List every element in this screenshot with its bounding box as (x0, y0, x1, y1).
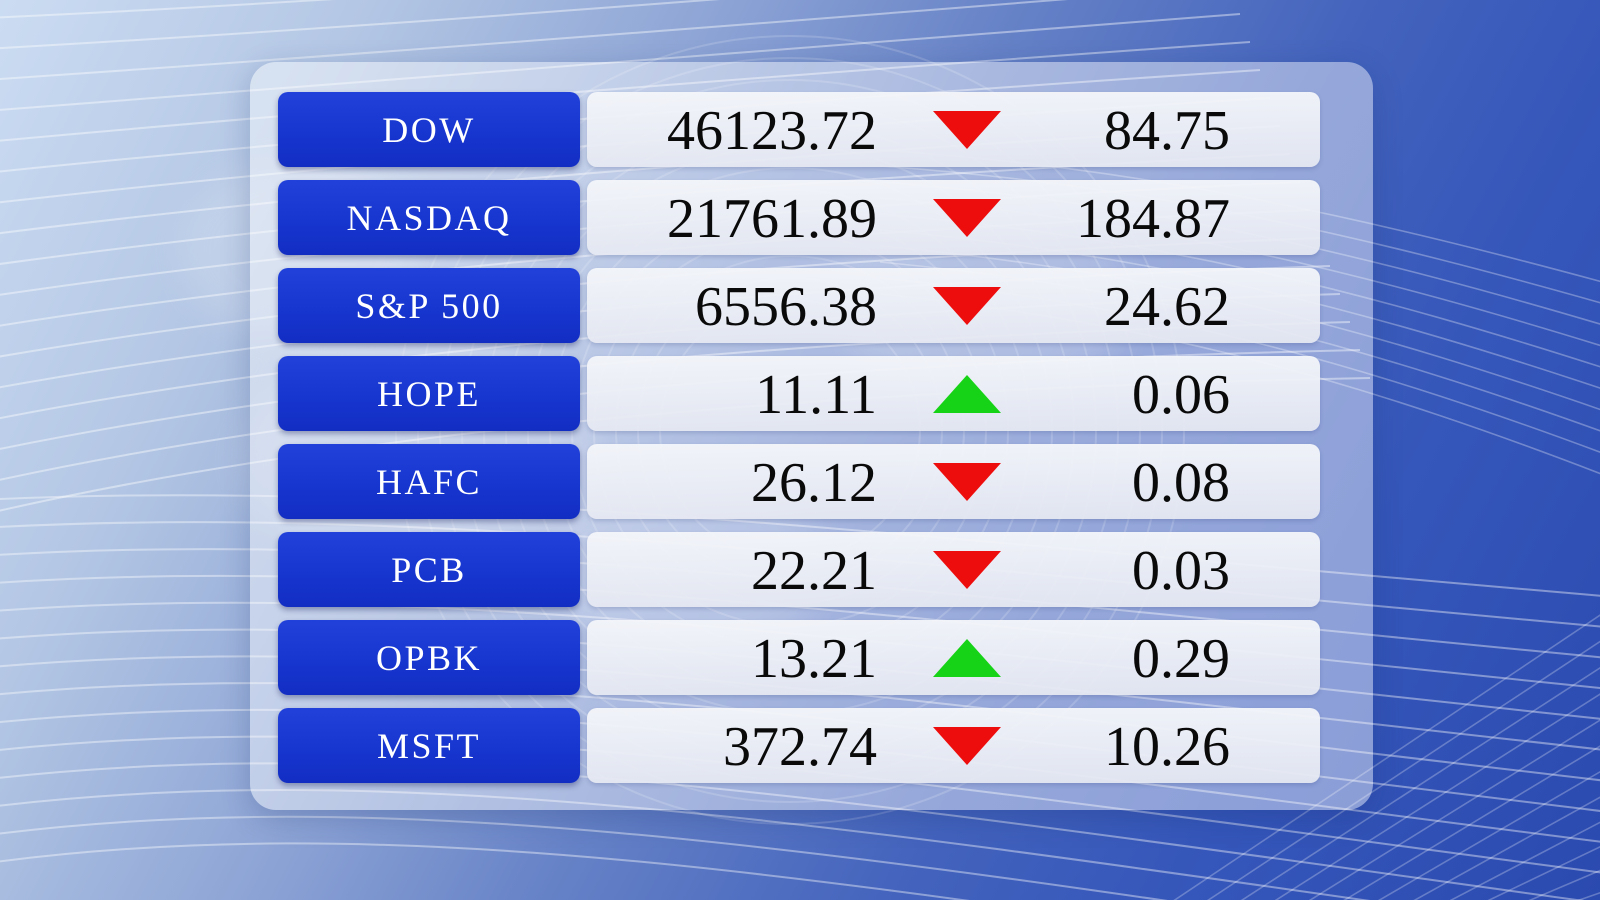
symbol-label: MSFT (376, 725, 482, 766)
up-arrow-icon (933, 638, 1001, 677)
symbol-label: PCB (391, 549, 467, 590)
ticker-row: S&P 500 6556.38 24.62 (278, 268, 1320, 343)
price-value: 13.21 (751, 627, 877, 690)
down-arrow-icon (933, 726, 1001, 765)
symbol-button[interactable]: S&P 500 (278, 268, 580, 343)
direction-cell (877, 286, 1057, 325)
quote-bar: 6556.38 24.62 (587, 268, 1320, 343)
ticker-row: DOW 46123.72 84.75 (278, 92, 1320, 167)
symbol-button[interactable]: MSFT (278, 708, 580, 783)
symbol-label: OPBK (375, 637, 483, 678)
ticker-row: NASDAQ 21761.89 184.87 (278, 180, 1320, 255)
direction-cell (877, 726, 1057, 765)
change-value: 184.87 (1076, 187, 1230, 250)
direction-cell (877, 110, 1057, 149)
price-value: 21761.89 (667, 187, 877, 250)
price-value: 22.21 (751, 539, 877, 602)
price-value: 11.11 (755, 363, 877, 426)
direction-cell (877, 198, 1057, 237)
market-ticker-panel: DOW 46123.72 84.75 NASDAQ 21761.89 184.8… (250, 62, 1373, 810)
ticker-row: OPBK 13.21 0.29 (278, 620, 1320, 695)
change-value: 10.26 (1104, 715, 1230, 778)
ticker-rows: DOW 46123.72 84.75 NASDAQ 21761.89 184.8… (278, 92, 1320, 783)
price-value: 26.12 (751, 451, 877, 514)
ticker-row: HAFC 26.12 0.08 (278, 444, 1320, 519)
quote-bar: 22.21 0.03 (587, 532, 1320, 607)
symbol-label: HAFC (375, 461, 483, 502)
up-arrow-icon (933, 374, 1001, 413)
quote-bar: 11.11 0.06 (587, 356, 1320, 431)
quote-bar: 46123.72 84.75 (587, 92, 1320, 167)
direction-cell (877, 550, 1057, 589)
ticker-row: MSFT 372.74 10.26 (278, 708, 1320, 783)
down-arrow-icon (933, 550, 1001, 589)
ticker-row: PCB 22.21 0.03 (278, 532, 1320, 607)
symbol-label: HOPE (376, 373, 481, 414)
ticker-row: HOPE 11.11 0.06 (278, 356, 1320, 431)
down-arrow-icon (933, 462, 1001, 501)
symbol-button[interactable]: DOW (278, 92, 580, 167)
down-arrow-icon (933, 198, 1001, 237)
quote-bar: 372.74 10.26 (587, 708, 1320, 783)
price-value: 46123.72 (667, 99, 877, 162)
down-arrow-icon (933, 286, 1001, 325)
direction-cell (877, 374, 1057, 413)
direction-cell (877, 462, 1057, 501)
direction-cell (877, 638, 1057, 677)
symbol-button[interactable]: PCB (278, 532, 580, 607)
symbol-button[interactable]: HOPE (278, 356, 580, 431)
quote-bar: 13.21 0.29 (587, 620, 1320, 695)
symbol-button[interactable]: HAFC (278, 444, 580, 519)
quote-bar: 21761.89 184.87 (587, 180, 1320, 255)
symbol-label: S&P 500 (355, 285, 503, 326)
change-value: 0.03 (1132, 539, 1230, 602)
change-value: 24.62 (1104, 275, 1230, 338)
change-value: 0.06 (1132, 363, 1230, 426)
symbol-button[interactable]: NASDAQ (278, 180, 580, 255)
change-value: 84.75 (1104, 99, 1230, 162)
symbol-label: NASDAQ (346, 197, 512, 238)
change-value: 0.29 (1132, 627, 1230, 690)
symbol-label: DOW (382, 109, 476, 150)
quote-bar: 26.12 0.08 (587, 444, 1320, 519)
down-arrow-icon (933, 110, 1001, 149)
change-value: 0.08 (1132, 451, 1230, 514)
symbol-button[interactable]: OPBK (278, 620, 580, 695)
price-value: 6556.38 (695, 275, 877, 338)
price-value: 372.74 (723, 715, 877, 778)
